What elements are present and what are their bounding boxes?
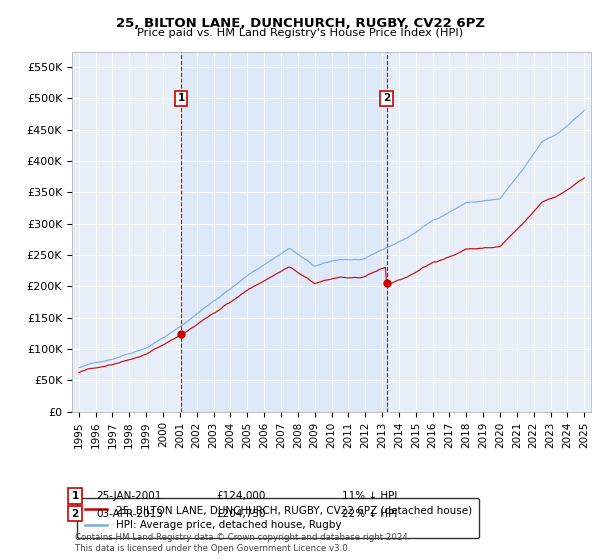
Text: 11% ↓ HPI: 11% ↓ HPI bbox=[342, 491, 397, 501]
Text: 03-APR-2013: 03-APR-2013 bbox=[96, 508, 163, 519]
Text: £204,750: £204,750 bbox=[216, 508, 265, 519]
Text: 25, BILTON LANE, DUNCHURCH, RUGBY, CV22 6PZ: 25, BILTON LANE, DUNCHURCH, RUGBY, CV22 … bbox=[115, 17, 485, 30]
Text: 1: 1 bbox=[71, 491, 79, 501]
Text: 22% ↓ HPI: 22% ↓ HPI bbox=[342, 508, 397, 519]
Text: 1: 1 bbox=[178, 94, 185, 104]
Text: 2: 2 bbox=[383, 94, 390, 104]
Text: Price paid vs. HM Land Registry's House Price Index (HPI): Price paid vs. HM Land Registry's House … bbox=[137, 28, 463, 38]
Text: Contains HM Land Registry data © Crown copyright and database right 2024.
This d: Contains HM Land Registry data © Crown c… bbox=[75, 533, 410, 553]
Text: £124,000: £124,000 bbox=[216, 491, 265, 501]
Text: 25-JAN-2001: 25-JAN-2001 bbox=[96, 491, 161, 501]
Bar bbox=[181, 52, 386, 412]
Legend: 25, BILTON LANE, DUNCHURCH, RUGBY, CV22 6PZ (detached house), HPI: Average price: 25, BILTON LANE, DUNCHURCH, RUGBY, CV22 … bbox=[77, 498, 479, 538]
Text: 2: 2 bbox=[71, 508, 79, 519]
